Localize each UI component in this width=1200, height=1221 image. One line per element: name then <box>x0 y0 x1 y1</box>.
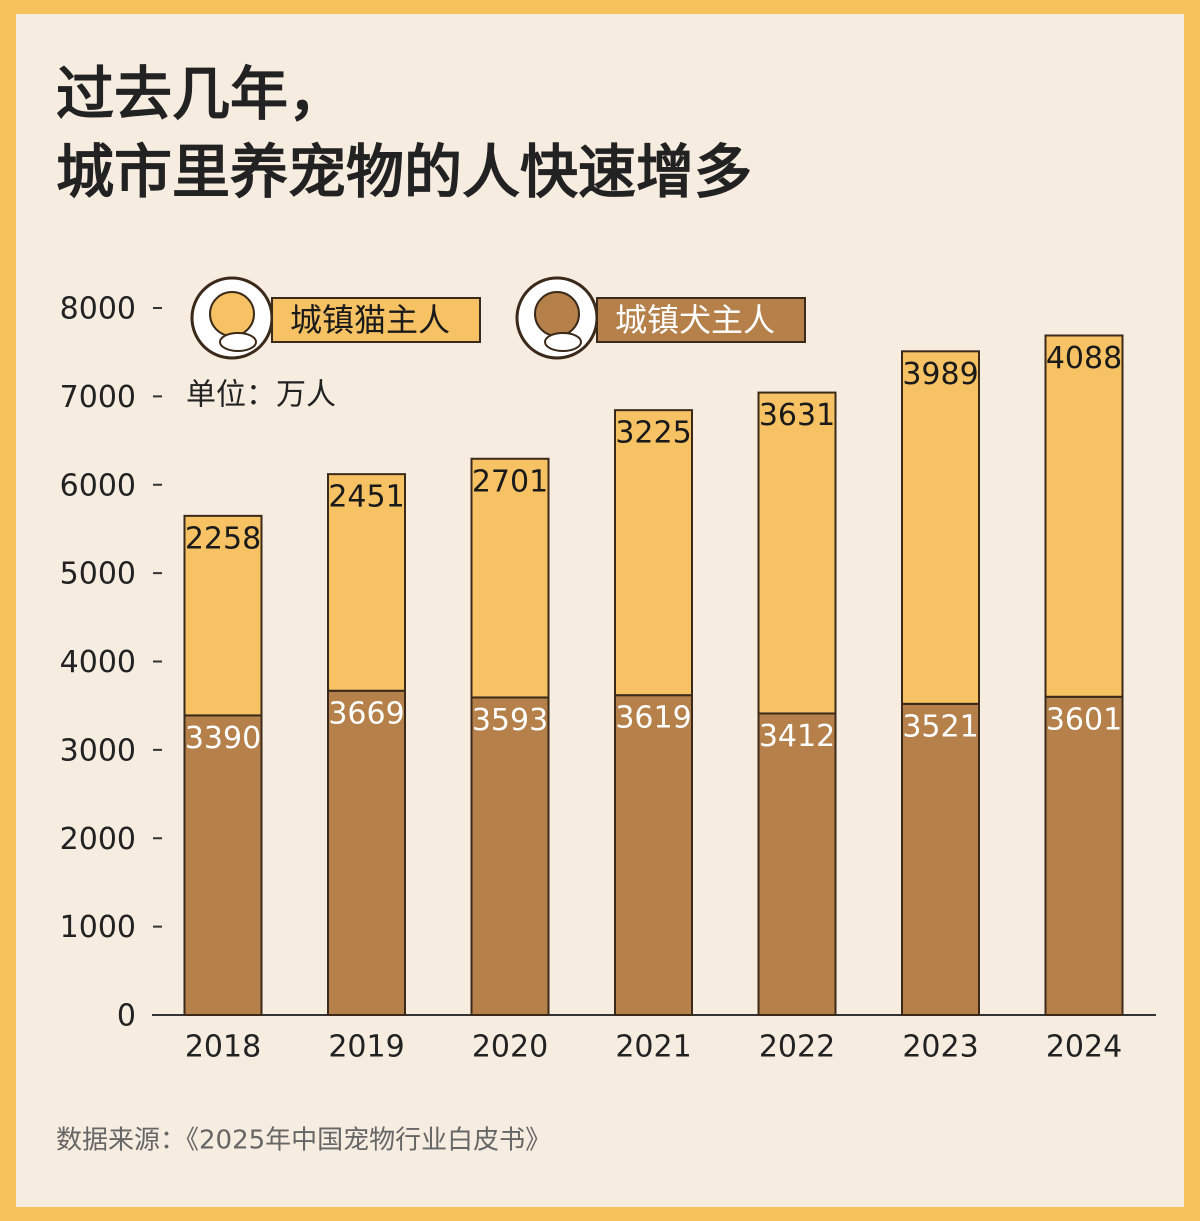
y-tick-label: 3000 <box>60 733 136 768</box>
source: 数据来源：《2025年中国宠物行业白皮书》 <box>56 1126 551 1156</box>
data-label: 3390 <box>185 721 261 756</box>
legend-icon-hand <box>544 332 582 352</box>
bar-segment <box>327 689 406 1016</box>
y-tick-label: 4000 <box>60 645 136 680</box>
bar-segment <box>757 712 837 1016</box>
bar-segment <box>470 457 550 699</box>
data-label: 3225 <box>615 416 691 451</box>
data-label: 3989 <box>902 357 978 392</box>
y-tick-label: 1000 <box>60 910 136 945</box>
y-tick-label: 7000 <box>60 380 136 415</box>
data-label: 3593 <box>472 703 548 738</box>
chart-title: 城市里养宠物的人快速增多 <box>56 138 752 206</box>
x-tick-label: 2019 <box>328 1030 404 1065</box>
data-label: 2258 <box>185 521 261 556</box>
bar-segment <box>1044 334 1124 698</box>
x-tick-label: 2024 <box>1046 1030 1122 1065</box>
legend-icon-hand <box>219 332 257 352</box>
legend-swatch <box>596 297 806 343</box>
legend-label: 城镇犬主人 <box>615 301 775 339</box>
x-tick-label: 2018 <box>185 1030 261 1065</box>
bar-segment <box>757 391 837 715</box>
y-tick-label: 2000 <box>60 822 136 857</box>
data-label: 2701 <box>472 464 548 499</box>
data-label: 3669 <box>328 696 404 731</box>
legend-label: 城镇猫主人 <box>290 301 450 339</box>
legend-swatch <box>271 297 481 343</box>
y-tick-label: 8000 <box>60 292 136 327</box>
bar-segment <box>183 514 263 717</box>
bar-segment <box>614 409 693 697</box>
data-label: 3412 <box>759 719 835 754</box>
chart-title: 过去几年， <box>56 60 346 128</box>
bar-segment <box>470 696 550 1016</box>
legend-icon-pet <box>209 291 255 337</box>
x-tick-label: 2020 <box>472 1030 548 1065</box>
legend-icon-pet <box>534 291 580 337</box>
bar-segment <box>901 350 980 705</box>
bar-segment <box>614 694 693 1017</box>
bar-segment <box>1044 695 1124 1016</box>
y-tick-label: 5000 <box>60 557 136 592</box>
data-label: 2451 <box>328 480 404 515</box>
x-tick-label: 2021 <box>615 1030 691 1065</box>
unit-label: 单位：万人 <box>186 378 336 413</box>
y-tick-label: 6000 <box>60 468 136 503</box>
bar-segment <box>901 702 980 1016</box>
x-tick-label: 2022 <box>759 1030 835 1065</box>
bar-segment <box>327 473 406 692</box>
data-label: 3521 <box>902 709 978 744</box>
data-label: 3601 <box>1046 702 1122 737</box>
data-label: 3619 <box>615 701 691 736</box>
bar-segment <box>183 714 263 1016</box>
data-label: 3631 <box>759 398 835 433</box>
x-tick-label: 2023 <box>902 1030 978 1065</box>
y-tick-label: 0 <box>117 999 136 1034</box>
data-label: 4088 <box>1046 341 1122 376</box>
